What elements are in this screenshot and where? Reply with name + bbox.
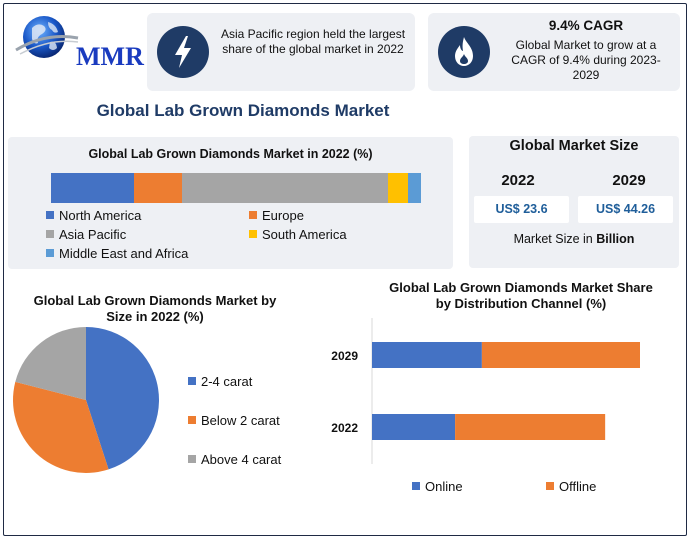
bar-offline-2029 bbox=[481, 342, 640, 368]
legend-swatch bbox=[546, 482, 554, 490]
legend-swatch bbox=[46, 211, 54, 219]
legend-item: Offline bbox=[546, 479, 596, 494]
legend-label: Above 4 carat bbox=[201, 452, 282, 467]
legend-item: Asia Pacific bbox=[46, 227, 126, 242]
pie-slice-2-4-carat bbox=[86, 327, 160, 470]
bar-offline-2022 bbox=[455, 414, 606, 440]
market-size-unit: Market Size in Billion bbox=[469, 232, 679, 246]
bar-segment-europe bbox=[134, 173, 183, 203]
market-size-title: Global Market Size bbox=[509, 138, 639, 154]
chart-title: Global Lab Grown Diamonds Market by Size… bbox=[33, 293, 277, 324]
legend-swatch bbox=[188, 455, 196, 463]
legend-item: North America bbox=[46, 208, 141, 223]
legend-item: 2-4 carat bbox=[188, 374, 252, 389]
bar-segment-north-america bbox=[51, 173, 135, 203]
bar-segment-asia-pacific bbox=[182, 173, 388, 203]
legend-label: Asia Pacific bbox=[59, 227, 127, 242]
legend-item: Europe bbox=[249, 208, 304, 223]
legend-label: Offline bbox=[559, 479, 597, 494]
chart-title: Global Lab Grown Diamonds Market in 2022… bbox=[88, 147, 373, 161]
legend-item: Above 4 carat bbox=[188, 452, 281, 467]
market-size-panel: Global Market Size 2022 2029 US$ 23.6 US… bbox=[469, 136, 679, 268]
legend-swatch bbox=[46, 230, 54, 238]
legend-swatch bbox=[412, 482, 420, 490]
legend-label: North America bbox=[59, 208, 142, 223]
pie-slice-above-4-carat bbox=[15, 327, 87, 400]
distribution-bar-chart: 2029 2022 bbox=[331, 318, 640, 464]
legend-label: South America bbox=[262, 227, 347, 242]
bar-segment-middle-east-and-africa bbox=[408, 173, 421, 203]
brand-name: MMR bbox=[76, 42, 144, 71]
highlight-asia-pacific: Asia Pacific region held the largest sha… bbox=[147, 13, 415, 91]
lightning-icon bbox=[157, 26, 209, 78]
legend-label: Middle East and Africa bbox=[59, 246, 189, 261]
bar-segment-south-america bbox=[387, 173, 409, 203]
mmr-logo: MMR bbox=[12, 10, 144, 71]
bar-online-2022 bbox=[372, 414, 456, 440]
legend-label: 2-4 carat bbox=[201, 374, 253, 389]
year-label: 2029 bbox=[612, 172, 646, 189]
highlight-cagr: 9.4% CAGR Global Market to grow at a CAG… bbox=[428, 13, 680, 91]
y-tick-label: 2022 bbox=[331, 421, 358, 435]
bar-online-2029 bbox=[372, 342, 482, 368]
legend-swatch bbox=[249, 211, 257, 219]
infographic-frame bbox=[3, 3, 687, 536]
page-title: Global Lab Grown Diamonds Market bbox=[96, 101, 390, 120]
legend-item: South America bbox=[249, 227, 347, 242]
legend-swatch bbox=[188, 377, 196, 385]
chart-title: Global Lab Grown Diamonds Market Share b… bbox=[389, 280, 653, 311]
legend-label: Europe bbox=[262, 208, 304, 223]
legend-swatch bbox=[249, 230, 257, 238]
size-pie-chart bbox=[12, 327, 160, 473]
highlight-text: Global Market to grow at a CAGR of 9.4% … bbox=[511, 38, 661, 82]
region-stacked-bar bbox=[51, 173, 421, 203]
legend-label: Below 2 carat bbox=[201, 413, 280, 428]
y-tick-label: 2029 bbox=[331, 349, 358, 363]
pie-slice-below-2-carat bbox=[12, 381, 109, 473]
legend-item: Online bbox=[412, 479, 463, 494]
legend-swatch bbox=[188, 416, 196, 424]
market-value: US$ 44.26 bbox=[578, 196, 673, 223]
flame-icon bbox=[438, 26, 490, 78]
globe-icon bbox=[15, 16, 79, 58]
cagr-title: 9.4% CAGR bbox=[548, 18, 624, 33]
legend-item: Below 2 carat bbox=[188, 413, 280, 428]
unit-bold: Billion bbox=[596, 232, 635, 246]
year-label: 2022 bbox=[501, 172, 535, 189]
legend-label: Online bbox=[425, 479, 463, 494]
legend-swatch bbox=[46, 249, 54, 257]
region-share-panel: Global Lab Grown Diamonds Market in 2022… bbox=[8, 137, 453, 269]
highlight-text: Asia Pacific region held the largest sha… bbox=[220, 27, 406, 56]
legend-item: Middle East and Africa bbox=[46, 246, 188, 261]
market-value: US$ 23.6 bbox=[474, 196, 569, 223]
unit-prefix: Market Size in bbox=[513, 232, 597, 246]
